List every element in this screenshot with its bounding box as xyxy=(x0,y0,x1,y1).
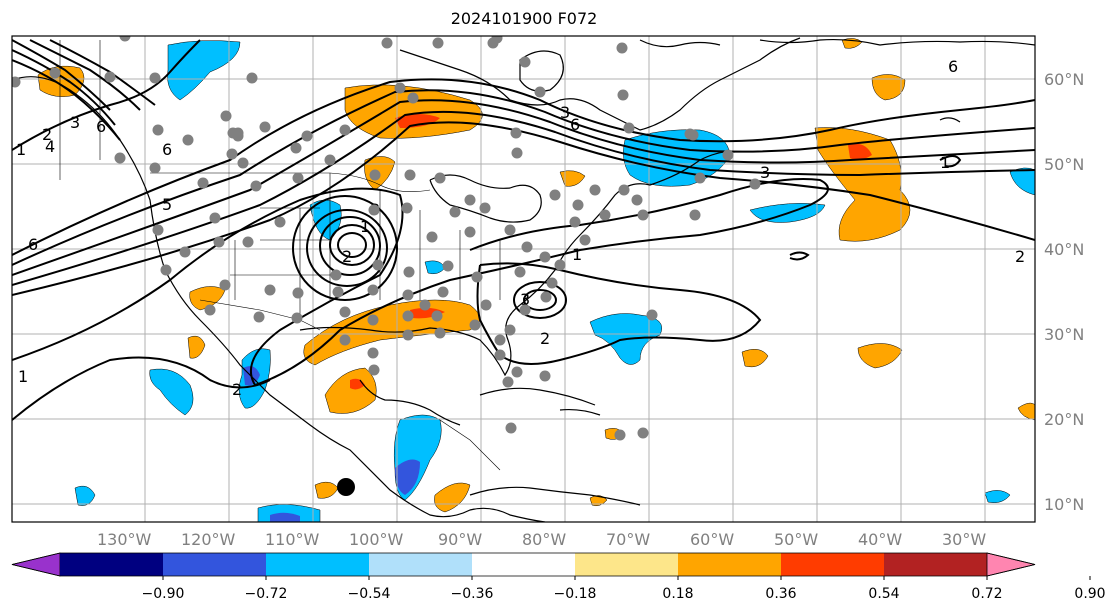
colorbar-swatch xyxy=(472,553,575,576)
lon-label: 40°W xyxy=(858,530,902,549)
contour-label: 1 xyxy=(18,367,28,386)
contour-label: 1 xyxy=(940,153,950,172)
contour-label: 1 xyxy=(572,245,582,264)
contour-label: 2 xyxy=(342,247,352,266)
contour-label: 6 xyxy=(162,140,172,159)
contour-label: 6 xyxy=(570,115,580,134)
colorbar-swatch xyxy=(369,553,472,576)
colorbar-tick-label: 0.54 xyxy=(868,586,899,602)
colorbar-swatch xyxy=(781,553,884,576)
colorbar-tick-label: 0.18 xyxy=(662,586,693,602)
contours xyxy=(12,39,1035,421)
contour-label: 5 xyxy=(162,195,172,214)
shaded-fields xyxy=(37,38,1035,522)
contour-label: 3 xyxy=(560,103,570,122)
colorbar-tick-label: 0.36 xyxy=(765,586,796,602)
contour-label: 2 xyxy=(1015,247,1025,266)
colorbar-outline xyxy=(11,552,1036,577)
colorbar-swatch xyxy=(678,553,781,576)
lat-label: 10°N xyxy=(1044,495,1084,514)
contour-label: 6 xyxy=(948,57,958,76)
lat-label: 40°N xyxy=(1044,240,1084,259)
low-center xyxy=(292,155,962,319)
contour-label: 2 xyxy=(540,329,550,348)
lon-label: 60°W xyxy=(690,530,734,549)
lon-label: 120°W xyxy=(181,530,236,549)
colorbar-tick-label: −0.90 xyxy=(142,586,185,602)
station-markers xyxy=(12,36,761,441)
lon-label: 90°W xyxy=(438,530,482,549)
colorbar-swatch xyxy=(60,553,163,576)
colorbar: −0.90 −0.72 −0.54 −0.36 −0.18 0.18 0.36 0.54 0.7… xyxy=(11,552,1105,602)
lat-label: 60°N xyxy=(1044,70,1084,89)
coastlines xyxy=(12,37,1035,522)
colorbar-tick-label: −0.54 xyxy=(348,586,391,602)
contour-label: 3 xyxy=(520,290,530,309)
lon-label: 70°W xyxy=(606,530,650,549)
lat-label: 20°N xyxy=(1044,410,1084,429)
colorbar-tick-label: 0.90 xyxy=(1074,586,1105,602)
colorbar-tick-label: 0.72 xyxy=(971,586,1002,602)
lon-label: 50°W xyxy=(774,530,818,549)
colorbar-tick-label: −0.72 xyxy=(245,586,288,602)
colorbar-tick-label: −0.36 xyxy=(451,586,494,602)
contour-label: 1 xyxy=(360,217,370,236)
lat-label: 50°N xyxy=(1044,155,1084,174)
colorbar-swatch xyxy=(163,553,266,576)
colorbar-swatch xyxy=(266,553,369,576)
contour-label: 4 xyxy=(45,137,55,156)
latitude-axis: 60°N 50°N 40°N 30°N 20°N 10°N xyxy=(1044,70,1084,514)
map-frame xyxy=(11,35,1036,523)
colorbar-swatch xyxy=(575,553,678,576)
highlight-marker xyxy=(337,478,355,496)
longitude-axis: 130°W 120°W 110°W 100°W 90°W 80°W 70°W 6… xyxy=(97,530,986,549)
colorbar-swatch xyxy=(884,553,987,576)
colorbar-extend-low xyxy=(11,552,61,577)
contour-label: 2 xyxy=(42,125,52,144)
lon-label: 110°W xyxy=(265,530,320,549)
lon-label: 100°W xyxy=(349,530,404,549)
colorbar-tick-label: −0.18 xyxy=(554,586,597,602)
contour-label: 6 xyxy=(28,235,38,254)
lon-label: 30°W xyxy=(942,530,986,549)
contour-label: 1 xyxy=(16,140,26,159)
contour-label: 2 xyxy=(232,380,242,399)
contour-label: 3 xyxy=(70,113,80,132)
lat-label: 30°N xyxy=(1044,325,1084,344)
contour-label: 3 xyxy=(760,163,770,182)
colorbar-extend-high xyxy=(986,552,1036,577)
lon-label: 130°W xyxy=(97,530,152,549)
contour-label: 6 xyxy=(96,117,106,136)
graticule xyxy=(12,36,1035,522)
lon-label: 80°W xyxy=(522,530,566,549)
map-title: 2024101900 F072 xyxy=(450,9,598,28)
